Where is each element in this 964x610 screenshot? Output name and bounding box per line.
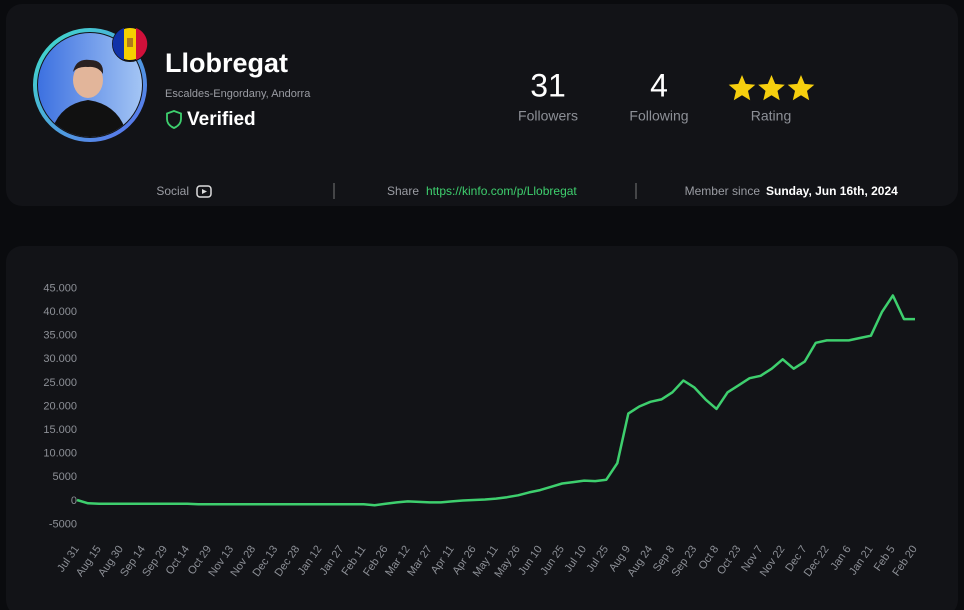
y-tick-label: 15.000 [43, 424, 77, 436]
data-line [76, 294, 915, 507]
member-date: Sunday, Jun 16th, 2024 [766, 184, 898, 198]
stat-value: 4 [650, 67, 668, 103]
stats: 31 Followers 4 Following [518, 67, 815, 124]
stat-label: Following [629, 108, 688, 124]
location: Escaldes-Engordany, Andorra [165, 88, 311, 100]
share-link[interactable]: https://kinfo.com/p/Llobregat [426, 184, 577, 198]
stat-label: Followers [518, 108, 578, 124]
social-label[interactable]: Social [156, 184, 189, 198]
shield-icon [166, 110, 182, 129]
profile-name: Llobregat [165, 48, 288, 78]
stat-value: 31 [530, 67, 566, 103]
rating-label: Rating [751, 108, 791, 124]
y-tick-label: 25.000 [43, 377, 77, 389]
rating-star [787, 75, 815, 101]
y-tick-label: 0 [71, 495, 77, 507]
y-tick-label: -5000 [49, 518, 77, 530]
chart-card [6, 246, 958, 610]
share-label: Share [387, 184, 419, 198]
verified-badge: Verified [187, 109, 256, 130]
y-tick-label: 35.000 [43, 330, 77, 342]
rating-star [728, 75, 756, 101]
y-tick-label: 45.000 [43, 282, 77, 294]
y-tick-label: 20.000 [43, 400, 77, 412]
y-tick-label: 5000 [53, 471, 77, 483]
y-tick-label: 10.000 [43, 448, 77, 460]
y-tick-label: 40.000 [43, 306, 77, 318]
youtube-icon[interactable] [196, 185, 212, 198]
profile-card [6, 4, 958, 206]
rating-star [758, 75, 785, 101]
y-tick-label: 30.000 [43, 353, 77, 365]
member-label: Member since [685, 184, 761, 198]
flag [112, 26, 148, 62]
